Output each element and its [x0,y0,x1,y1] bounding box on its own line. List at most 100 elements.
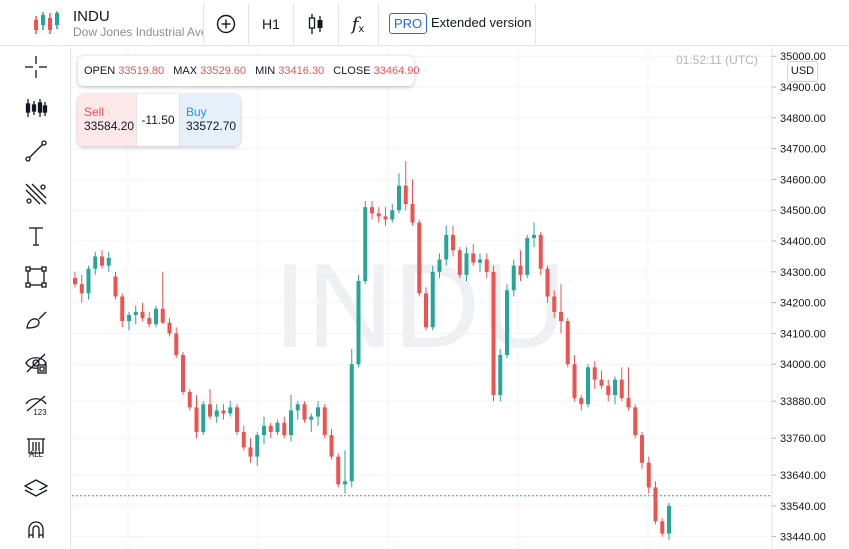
candle [127,311,131,331]
candle [417,219,422,297]
layers-tool[interactable] [22,474,50,502]
crosshair-tool[interactable] [22,53,50,81]
candle-body [444,234,449,260]
candle [626,367,631,411]
fx-sub-label: x [358,23,365,35]
y-tick-label: 34100.00 [780,328,826,340]
sell-button[interactable]: Sell 33584.20 [78,94,136,146]
candle-body [349,364,354,482]
candle-body [565,321,570,365]
candle-body [403,185,408,205]
candle [235,404,239,436]
hide-drawings-tool[interactable] [22,349,50,377]
candle-body [201,404,206,432]
candle [424,287,428,331]
price-axis[interactable]: 35000.00 34900.00 34800.00 34700.00 34600.00… [772,51,826,544]
currency-badge[interactable]: USD [787,61,818,82]
candle [73,271,77,288]
candle-body [511,265,516,291]
candle [667,502,671,540]
measure-tool[interactable]: 123 [22,391,50,419]
candle-body [559,311,563,322]
candle-body [370,207,374,214]
trade-panel: Sell 33584.20 -11.50 Buy 33572.70 [78,94,240,146]
candle-body [390,210,395,220]
fib-tools-icon [25,183,47,205]
candle-body [120,296,125,322]
candle [370,200,374,220]
y-tick-label: 33540.00 [780,501,826,513]
pro-badge[interactable]: PRO [389,13,428,34]
candle-body [86,268,91,294]
magnet-tool[interactable] [22,516,50,544]
candle [160,271,165,325]
text-tool[interactable] [22,222,50,250]
trend-line-tool[interactable] [22,137,50,165]
candle [498,348,503,402]
compare-symbol-button[interactable] [204,4,248,44]
extended-version-link[interactable]: Extended version [431,15,532,30]
candle-body [599,379,604,386]
server-time: 01:52:11 (UTC) [676,53,758,67]
candle-body [289,410,293,436]
candle [410,179,415,226]
candle [302,401,307,423]
symbol-description: Dow Jones Industrial Average [73,25,203,39]
header-divider [535,4,536,44]
candle [228,401,233,417]
candle [397,173,401,214]
candle [214,404,219,423]
indicators-tool[interactable] [22,94,50,122]
price-chart[interactable]: INDU 35000.0034900.0034800.0034700.00346… [72,47,849,549]
candle [552,290,557,319]
candle-body [451,234,455,251]
y-tick-label: 34700.00 [780,144,826,156]
candle-body [154,308,158,325]
measure-label: 123 [33,407,47,417]
measure-icon [25,395,47,411]
candle-body [552,296,557,312]
candle-body [187,391,192,408]
candle-body [498,354,503,396]
candle-body [626,398,631,408]
candle [390,204,395,223]
delete-drawings-icon [27,437,45,454]
candle-body [532,234,536,238]
rectangle-tool[interactable] [22,263,50,291]
header-bar: INDU Dow Jones Industrial Average H1 fx … [0,0,849,46]
fib-tool[interactable] [22,180,50,208]
candle [322,404,327,439]
candle [174,327,179,359]
candle-body [160,308,165,323]
candles-logo-icon [34,11,59,34]
buy-price: 33572.70 [186,119,237,133]
buy-button[interactable]: Buy 33572.70 [180,94,240,146]
candle-body [336,456,341,485]
candle-body [356,281,361,365]
candle-body [619,379,624,399]
buy-label: Buy [186,105,207,119]
candle [444,225,449,266]
candle [86,265,91,300]
candle [282,416,287,439]
candle [79,274,84,303]
symbol-title[interactable]: INDU [73,8,110,25]
candle-body [309,416,314,420]
header-divider [293,4,294,44]
delete-drawings-tool[interactable]: ALL [22,433,50,461]
candle-body [471,253,476,263]
candle [525,234,530,278]
candle [208,388,212,420]
y-tick-label: 34900.00 [780,82,826,94]
min-value: 33416.30 [278,65,325,77]
open-label: OPEN [84,65,116,77]
candle [329,428,334,460]
candle-body [268,425,273,432]
brush-tool[interactable] [22,306,50,334]
candle-body [437,259,442,272]
candle [505,284,509,359]
candle-body [214,410,219,417]
chart-type-button[interactable] [294,4,338,44]
interval-button[interactable]: H1 [262,16,280,32]
